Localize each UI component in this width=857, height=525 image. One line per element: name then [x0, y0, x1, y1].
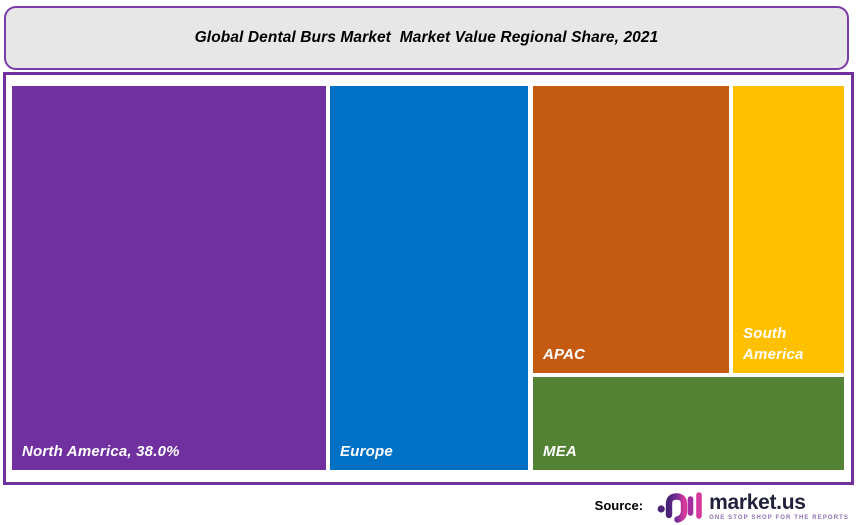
tile-label-apac: APAC — [543, 346, 586, 364]
marketus-logo: market.us ONE STOP SHOP FOR THE REPORTS — [657, 488, 849, 524]
treemap-tile-europe: Europe — [330, 86, 528, 470]
marketus-logo-icon — [657, 492, 702, 523]
marketus-brand-name: market.us — [709, 490, 806, 514]
chart-title-box: Global Dental Burs Market Market Value R… — [4, 6, 849, 70]
tile-label-mea: MEA — [543, 443, 577, 461]
marketus-logo-text: market.us ONE STOP SHOP FOR THE REPORTS — [709, 492, 849, 521]
chart-title: Global Dental Burs Market Market Value R… — [194, 29, 659, 46]
source-label: Source: — [594, 497, 644, 513]
treemap: North America, 38.0% Europe APAC South A… — [6, 75, 851, 482]
treemap-frame: North America, 38.0% Europe APAC South A… — [3, 72, 854, 485]
tile-label-north-america: North America, 38.0% — [22, 443, 180, 461]
treemap-tile-north-america: North America, 38.0% — [12, 86, 326, 470]
treemap-tile-mea: MEA — [533, 377, 844, 470]
tile-label-europe: Europe — [340, 443, 393, 461]
treemap-tile-apac: APAC — [533, 86, 729, 373]
marketus-tagline: ONE STOP SHOP FOR THE REPORTS — [709, 514, 849, 521]
treemap-tile-south-america: South America — [733, 86, 844, 373]
source-row: Source: market.us ONE STOP SHOP FOR THE … — [595, 487, 849, 525]
tile-label-south-america: South America — [743, 324, 804, 364]
